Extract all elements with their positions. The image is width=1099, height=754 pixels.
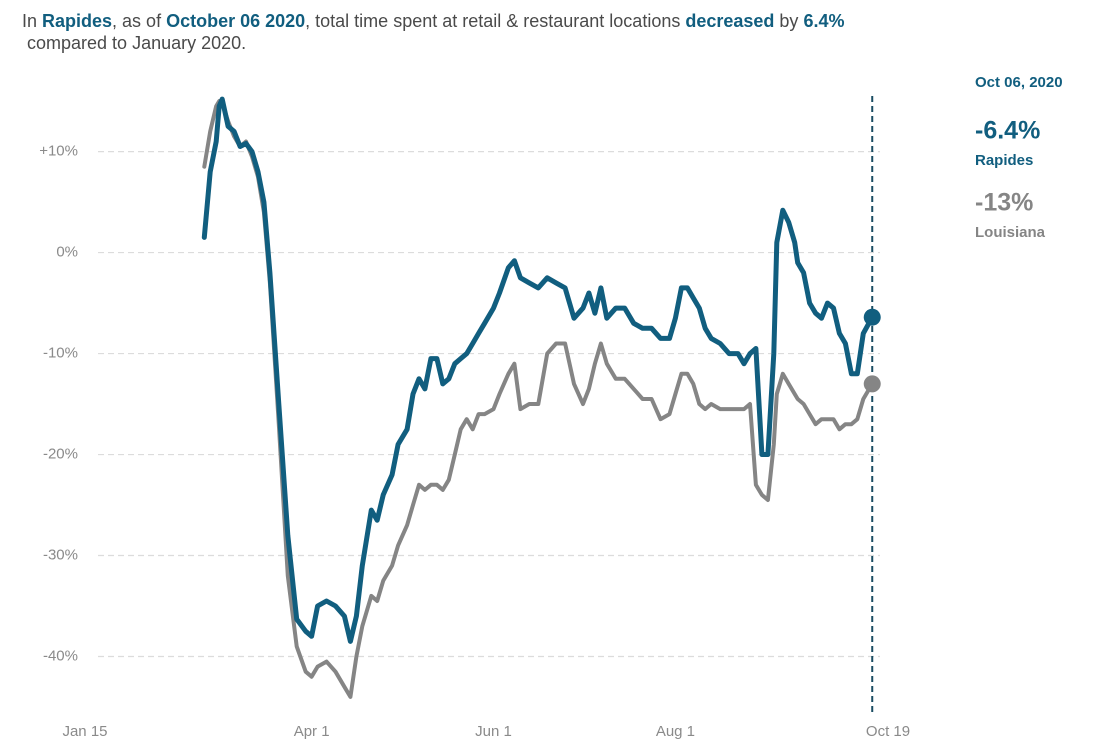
headline: In Rapides, as of October 06 2020, total… xyxy=(22,10,1082,54)
end-value-label: -13% xyxy=(975,189,1033,217)
headline-text: compared to January 2020. xyxy=(22,33,247,53)
headline-text: by xyxy=(774,11,804,31)
end-dot xyxy=(863,308,881,326)
y-tick-label: -10% xyxy=(43,345,78,362)
end-value-label: -6.4% xyxy=(975,117,1040,145)
x-tick-label: Jun 1 xyxy=(475,723,512,740)
headline-highlight: decreased xyxy=(685,11,775,31)
y-tick-label: 0% xyxy=(56,244,78,261)
legend-label: Louisiana xyxy=(975,224,1046,241)
end-dot xyxy=(863,375,881,393)
annotation-date: Oct 06, 2020 xyxy=(975,74,1063,91)
y-tick-label: +10% xyxy=(39,143,78,160)
series-line xyxy=(201,96,875,644)
y-tick-label: -30% xyxy=(43,546,78,563)
x-tick-label: Oct 19 xyxy=(866,723,910,740)
headline-highlight: Rapides xyxy=(42,11,113,31)
y-tick-label: -20% xyxy=(43,446,78,463)
headline-text: In xyxy=(22,11,43,31)
headline-text: , as of xyxy=(112,11,167,31)
headline-highlight: October 06 2020 xyxy=(166,11,306,31)
series-line xyxy=(202,99,875,699)
x-tick-label: Apr 1 xyxy=(294,723,330,740)
legend-label: Rapides xyxy=(975,152,1033,169)
x-tick-label: Aug 1 xyxy=(656,723,695,740)
headline-text: , total time spent at retail & restauran… xyxy=(305,11,686,31)
y-tick-label: -40% xyxy=(43,647,78,664)
x-tick-label: Jan 15 xyxy=(62,723,107,740)
headline-highlight: 6.4% xyxy=(803,11,845,31)
